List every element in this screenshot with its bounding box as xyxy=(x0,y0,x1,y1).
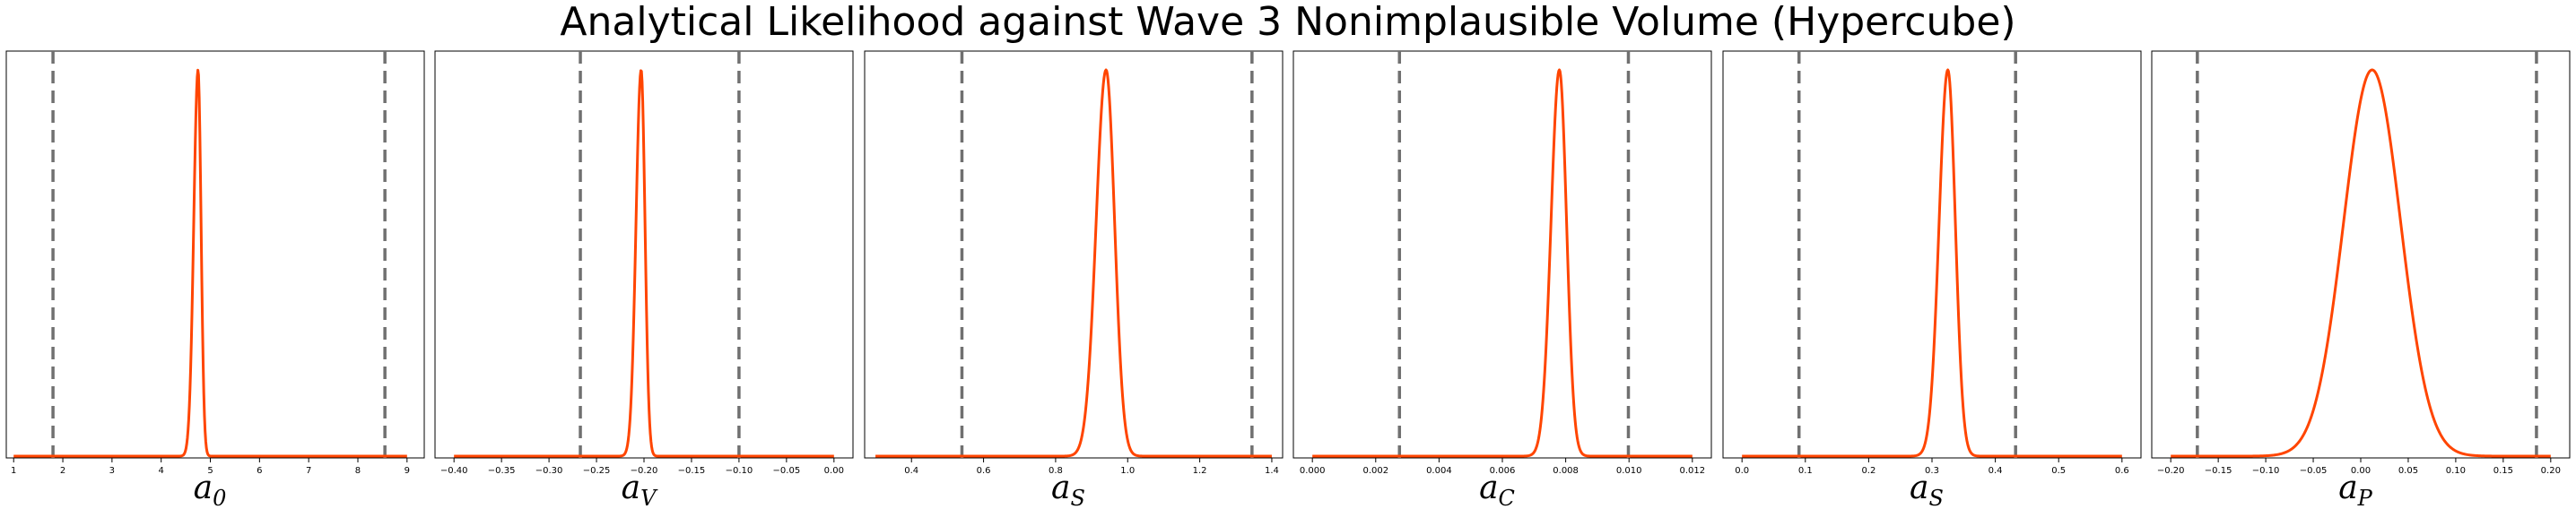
panel-5: −0.20 −0.15 −0.10 −0.05 0.00 0.05 0.10 0.15 0.20… xyxy=(2151,50,2571,509)
x-axis-label-subscript: 0 xyxy=(213,486,226,509)
x-tick-label: 5 xyxy=(207,466,213,476)
x-tick-label: −0.05 xyxy=(2300,466,2328,476)
figure-title: Analytical Likelihood against Wave 3 Non… xyxy=(560,0,2016,45)
x-tick-label: 1.2 xyxy=(1193,466,1207,476)
x-tick-label: 1.4 xyxy=(1265,466,1279,476)
x-tick-label: −0.15 xyxy=(2205,466,2232,476)
x-axis-label: aS xyxy=(1910,470,1944,509)
x-tick-label: 0.010 xyxy=(1616,466,1642,476)
x-tick-label: 0.4 xyxy=(904,466,918,476)
panel-4: 0.0 0.1 0.2 0.3 0.4 0.5 0.6 aS xyxy=(1722,50,2142,509)
axes-frame xyxy=(2151,50,2571,459)
x-tick-label: 2 xyxy=(60,466,65,476)
x-tick-label: 8 xyxy=(355,466,361,476)
x-axis-label: aS xyxy=(1051,470,1085,509)
x-tick-label: 0.15 xyxy=(2493,466,2513,476)
likelihood-curve xyxy=(875,68,1273,458)
x-tick-label: 0.0 xyxy=(1735,466,1749,476)
x-tick-label: 0.00 xyxy=(824,466,844,476)
x-tick-label: 0.20 xyxy=(2541,466,2561,476)
likelihood-curve xyxy=(13,68,408,458)
x-tick-label: 0.000 xyxy=(1300,466,1326,476)
x-tick-label: 0.1 xyxy=(1798,466,1813,476)
x-tick-label: −0.30 xyxy=(535,466,563,476)
x-tick-label: 0.8 xyxy=(1049,466,1063,476)
x-tick-label: 0.00 xyxy=(2351,466,2371,476)
x-tick-label: 0.002 xyxy=(1362,466,1388,476)
panel-0: 1 2 3 4 5 6 7 8 9 a0 xyxy=(5,50,425,509)
x-tick-label: 0.4 xyxy=(1989,466,2003,476)
x-tick-label: −0.20 xyxy=(2157,466,2185,476)
panel-1: −0.40 −0.35 −0.30 −0.25 −0.20 −0.15 −0.10 −0.05… xyxy=(434,50,854,509)
x-tick-label: 1 xyxy=(11,466,16,476)
x-axis-label: a0 xyxy=(194,470,227,509)
x-axis-label-subscript: S xyxy=(1071,486,1085,509)
axes-frame xyxy=(864,50,1284,459)
x-axis-label-subscript: C xyxy=(1499,486,1515,509)
x-tick-label: 7 xyxy=(306,466,311,476)
x-tick-label: −0.40 xyxy=(440,466,468,476)
x-tick-label: 4 xyxy=(159,466,164,476)
x-tick-label: 0.006 xyxy=(1490,466,1516,476)
x-tick-label: 0.5 xyxy=(2051,466,2066,476)
axes-frame xyxy=(1292,50,1712,459)
x-axis-label-subscript: P xyxy=(2357,486,2373,509)
x-tick-label: −0.25 xyxy=(583,466,611,476)
x-tick-label: −0.15 xyxy=(678,466,706,476)
likelihood-curve xyxy=(1311,68,1693,458)
axes-frame xyxy=(5,50,425,459)
x-tick-label: 0.05 xyxy=(2398,466,2418,476)
x-tick-label: 0.2 xyxy=(1861,466,1875,476)
x-tick-label: −0.10 xyxy=(2252,466,2280,476)
x-tick-label: −0.05 xyxy=(773,466,801,476)
x-tick-label: −0.10 xyxy=(726,466,753,476)
likelihood-curve xyxy=(2170,68,2552,458)
x-tick-label: 0.004 xyxy=(1426,466,1452,476)
x-tick-label: −0.20 xyxy=(631,466,658,476)
x-tick-label: 0.10 xyxy=(2446,466,2466,476)
likelihood-curve xyxy=(1741,68,2123,458)
x-tick-label: 9 xyxy=(405,466,410,476)
x-tick-label: 3 xyxy=(109,466,115,476)
x-axis-label-subscript: S xyxy=(1929,486,1944,509)
x-tick-label: 0.6 xyxy=(977,466,991,476)
x-axis-label-subscript: V xyxy=(640,486,658,509)
likelihood-curve xyxy=(453,69,835,458)
x-tick-label: 1.0 xyxy=(1120,466,1135,476)
x-tick-label: −0.35 xyxy=(488,466,516,476)
x-tick-label: 0.6 xyxy=(2115,466,2129,476)
panel-2: 0.4 0.6 0.8 1.0 1.2 1.4 aS xyxy=(864,50,1284,509)
x-tick-label: 0.012 xyxy=(1679,466,1705,476)
x-tick-label: 6 xyxy=(257,466,262,476)
x-tick-label: 0.008 xyxy=(1553,466,1579,476)
x-tick-label: 0.3 xyxy=(1925,466,1939,476)
